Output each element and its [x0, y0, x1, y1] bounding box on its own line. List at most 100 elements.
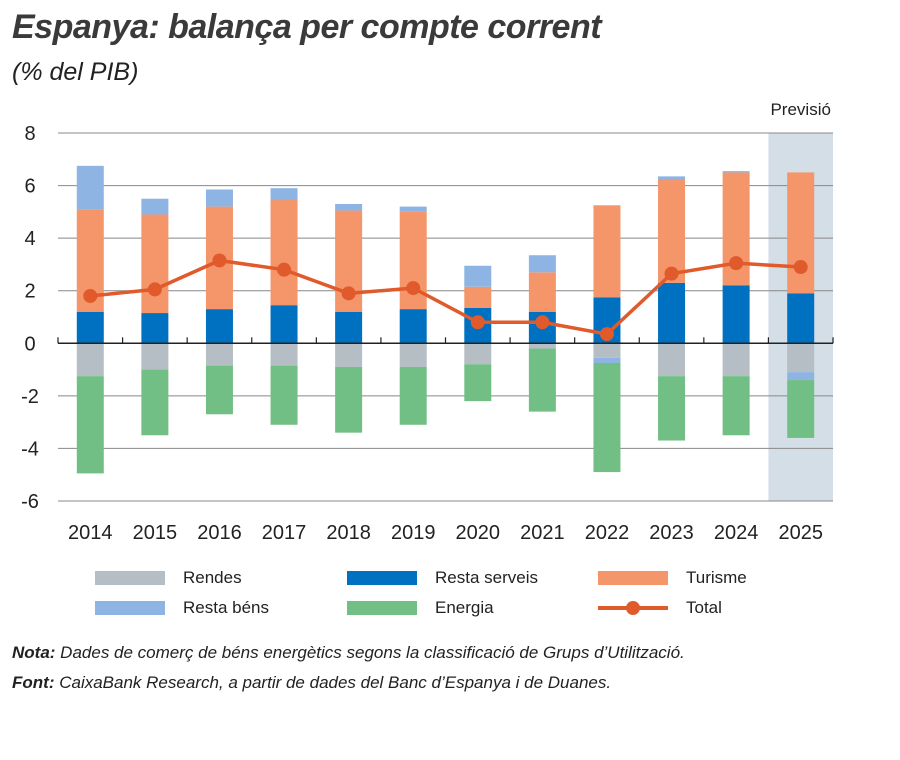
- x-tick-label: 2021: [520, 522, 565, 544]
- bar-rendes: [335, 343, 363, 367]
- bar-resta-serveis: [722, 285, 750, 344]
- bar-turisme: [658, 179, 686, 283]
- bar-energia: [205, 365, 233, 415]
- bar-rendes: [593, 343, 621, 358]
- bar-resta-serveis: [76, 311, 104, 344]
- legend-swatch: [598, 601, 668, 615]
- legend-label: Turisme: [686, 568, 747, 587]
- bar-resta-serveis: [335, 311, 363, 344]
- bar-rendes: [722, 343, 750, 377]
- bar-rendes: [658, 343, 686, 377]
- bar-resta-serveis: [205, 309, 233, 344]
- legend-item: Total: [598, 598, 722, 618]
- bar-turisme: [528, 272, 556, 312]
- legend-item: Resta serveis: [347, 568, 538, 588]
- chart-title: Espanya: balança per compte corrent: [12, 8, 602, 46]
- bar-rendes: [141, 343, 169, 370]
- note: Nota: Dades de comerç de béns energètics…: [12, 643, 685, 663]
- total-point: [470, 315, 485, 330]
- x-tick-label: 2024: [714, 522, 759, 544]
- bar-energia: [464, 364, 492, 402]
- bar-energia: [270, 365, 298, 425]
- bar-rendes: [528, 343, 556, 349]
- y-tick-label: 6: [24, 176, 35, 198]
- bar-rendes: [787, 343, 815, 373]
- x-tick-label: 2020: [456, 522, 501, 544]
- forecast-label: Previsió: [770, 100, 830, 119]
- total-point: [277, 262, 292, 277]
- bar-rendes: [270, 343, 298, 366]
- bar-resta-bens: [464, 265, 492, 287]
- legend-swatch: [95, 571, 165, 585]
- bar-energia: [722, 376, 750, 436]
- y-tick-label: -4: [21, 438, 39, 460]
- legend-item: Energia: [347, 598, 494, 618]
- bar-turisme: [787, 172, 815, 294]
- bar-resta-bens: [658, 176, 686, 179]
- note-text: Dades de comerç de béns energètics segon…: [55, 643, 685, 662]
- bar-turisme: [141, 214, 169, 314]
- bar-resta-bens: [270, 188, 298, 201]
- y-tick-label: -6: [21, 491, 39, 513]
- bar-energia: [593, 363, 621, 473]
- x-tick-label: 2018: [326, 522, 371, 544]
- source-label: Font:: [12, 673, 55, 692]
- bar-resta-bens: [787, 372, 815, 381]
- legend-swatch: [347, 601, 417, 615]
- bar-resta-bens: [399, 206, 427, 212]
- bar-energia: [141, 369, 169, 436]
- total-point: [341, 286, 356, 301]
- total-point: [599, 327, 614, 342]
- total-point: [83, 288, 98, 303]
- bar-resta-bens: [335, 203, 363, 211]
- bar-energia: [76, 376, 104, 474]
- bar-resta-serveis: [658, 282, 686, 344]
- legend-label: Rendes: [183, 568, 242, 587]
- bar-energia: [528, 348, 556, 412]
- bar-turisme: [464, 286, 492, 308]
- bar-resta-serveis: [399, 309, 427, 344]
- bar-energia: [399, 366, 427, 425]
- bar-rendes: [76, 343, 104, 377]
- legend-label: Energia: [435, 598, 494, 617]
- bar-resta-bens: [593, 357, 621, 363]
- note-label: Nota:: [12, 643, 56, 662]
- y-tick-label: 0: [24, 333, 35, 355]
- x-tick-label: 2023: [649, 522, 694, 544]
- bar-turisme: [593, 205, 621, 298]
- total-point: [406, 281, 421, 296]
- legend-swatch: [347, 571, 417, 585]
- x-tick-label: 2022: [585, 522, 630, 544]
- legend-item: Turisme: [598, 568, 747, 588]
- total-line: [90, 258, 801, 336]
- legend-label: Total: [686, 598, 722, 617]
- x-tick-label: 2017: [262, 522, 307, 544]
- total-point: [147, 282, 162, 297]
- legend-item: Rendes: [95, 568, 242, 588]
- bar-rendes: [205, 343, 233, 366]
- bar-resta-serveis: [787, 293, 815, 344]
- source-text: CaixaBank Research, a partir de dades de…: [54, 673, 612, 692]
- bar-resta-bens: [722, 171, 750, 173]
- bar-resta-serveis: [141, 313, 169, 344]
- bar-resta-bens: [528, 255, 556, 273]
- bar-turisme: [270, 200, 298, 306]
- total-point: [212, 253, 227, 268]
- x-tick-label: 2025: [778, 522, 823, 544]
- chart-subtitle: (% del PIB): [12, 58, 139, 86]
- bar-energia: [787, 380, 815, 438]
- bar-resta-bens: [141, 198, 169, 215]
- y-tick-label: -2: [21, 386, 39, 408]
- legend-swatch: [598, 571, 668, 585]
- x-tick-label: 2015: [133, 522, 178, 544]
- legend-label: Resta serveis: [435, 568, 538, 587]
- bar-resta-serveis: [270, 305, 298, 344]
- legend-label: Resta béns: [183, 598, 269, 617]
- bar-resta-bens: [76, 165, 104, 210]
- total-point: [664, 266, 679, 281]
- total-point: [729, 256, 744, 271]
- chart: Previsió 8 6 4 2 0 -2 -4 -6 2014 2015 2016 2017 2018 2…: [21, 100, 834, 544]
- total-point: [535, 315, 550, 330]
- legend-swatch: [95, 601, 165, 615]
- bar-energia: [658, 376, 686, 441]
